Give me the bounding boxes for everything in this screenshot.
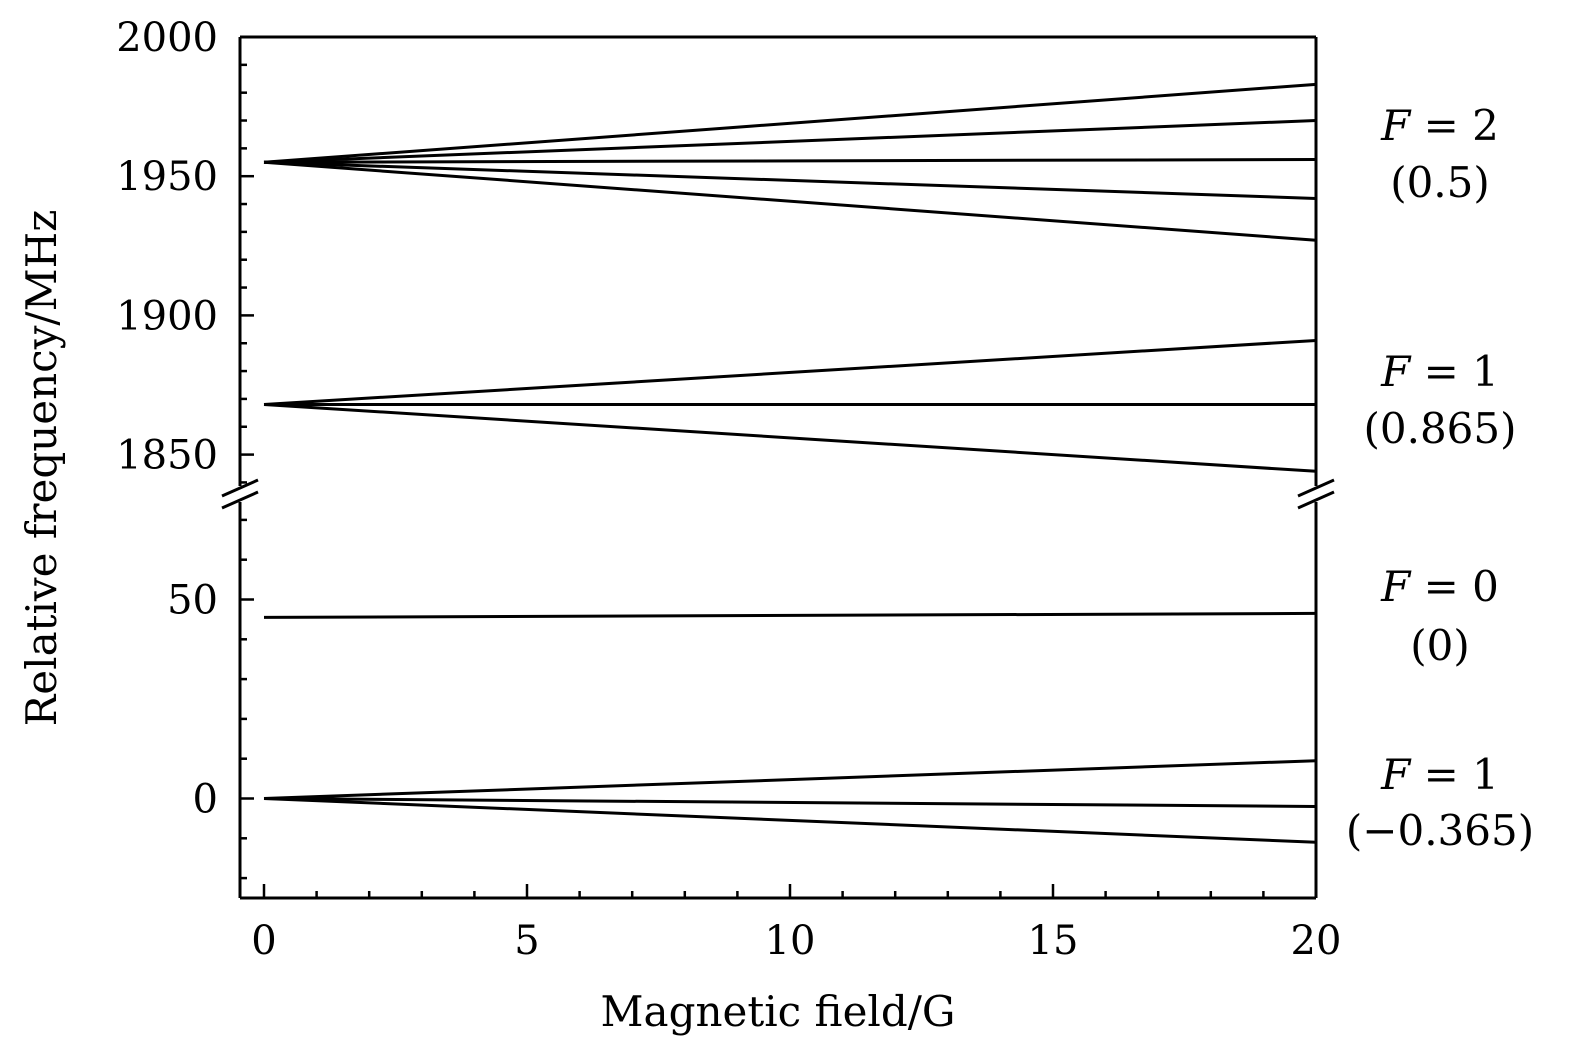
plot-frame-layer [221, 35, 1335, 900]
level-label-F-value: = 1 [1410, 750, 1499, 799]
axis-break-mark-right-2 [1297, 490, 1335, 510]
axis-break-mark-left-2 [221, 490, 259, 510]
level-label-g-factor: (−0.365) [1346, 806, 1534, 855]
level-label-F-value: = 2 [1410, 101, 1499, 150]
y-tick-label-lower: 50 [167, 578, 218, 624]
level-label-F-symbol: F [1380, 347, 1412, 396]
series-line-group1-line5 [263, 160, 1317, 242]
series-line-group1-line1 [263, 82, 1317, 164]
series-line-group4-line3 [263, 797, 1317, 844]
labels-layer: 0 5 10 15 20 1850 1900 1950 2000 0 50 Magnetic fiel… [17, 15, 1534, 1036]
x-tick-label: 10 [765, 918, 816, 964]
y-tick-label-upper: 2000 [116, 15, 218, 61]
y-tick-label-lower: 0 [193, 777, 218, 823]
level-label-quantum-number: F = 2 [1380, 101, 1499, 150]
x-tick-label: 0 [251, 918, 276, 964]
level-label-g-factor: (0) [1410, 621, 1470, 670]
level-label-F-value: = 0 [1410, 562, 1499, 611]
series-line-group4-line1 [263, 759, 1317, 800]
series-line-group2-line3 [263, 402, 1317, 473]
series-line-group2-line1 [263, 338, 1317, 406]
level-label-F-symbol: F [1380, 562, 1412, 611]
axis-break-mark-right-1 [1297, 478, 1335, 498]
level-label-F-symbol: F [1380, 750, 1412, 799]
tick-layer [240, 35, 1318, 898]
y-axis-title: Relative frequency/MHz [17, 210, 66, 727]
level-label-g-factor: (0.865) [1363, 404, 1516, 453]
x-axis-title: Magnetic field/G [601, 987, 956, 1036]
level-label-F-value: = 1 [1410, 347, 1499, 396]
level-label-quantum-number: F = 1 [1380, 750, 1499, 799]
axis-break-mark-left-1 [221, 478, 259, 498]
series-line-group1-line2 [263, 119, 1317, 164]
series-line-group1-line3 [263, 157, 1317, 164]
x-tick-label: 5 [514, 918, 539, 964]
series-line-group4-line2 [263, 797, 1317, 808]
level-label-g-factor: (0.5) [1390, 158, 1490, 207]
level-label-quantum-number: F = 0 [1380, 562, 1499, 611]
series-line-group1-line4 [263, 160, 1317, 200]
level-label-F-symbol: F [1380, 101, 1412, 150]
x-tick-label: 20 [1291, 918, 1342, 964]
series-line-group3-line1 [263, 611, 1317, 619]
y-tick-label-upper: 1850 [116, 433, 218, 479]
y-tick-label-upper: 1900 [116, 293, 218, 339]
x-tick-label: 15 [1028, 918, 1079, 964]
level-label-quantum-number: F = 1 [1380, 347, 1499, 396]
y-tick-label-upper: 1950 [116, 154, 218, 200]
series-lines-layer [263, 82, 1317, 844]
